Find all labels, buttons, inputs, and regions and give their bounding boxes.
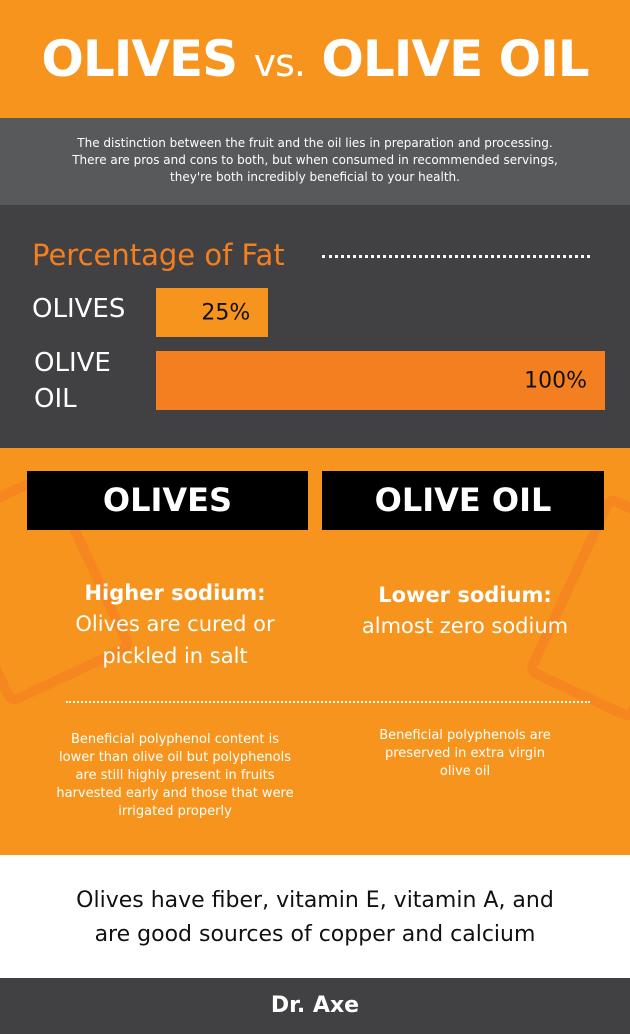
title-olive-oil: OLIVE OIL bbox=[321, 30, 589, 88]
olives-heading: OLIVES bbox=[27, 471, 308, 530]
fat-chart: Percentage of Fat OLIVES OLIVE OIL 25% 1… bbox=[0, 205, 630, 448]
sodium-text: pickled in salt bbox=[102, 644, 248, 668]
text-line: Olives have fiber, vitamin E, vitamin A,… bbox=[76, 888, 554, 913]
footer: Dr. Axe bbox=[0, 978, 630, 1024]
chart-title: Percentage of Fat bbox=[32, 238, 285, 272]
olives-polyphenols: Beneficial polyphenol content is lower t… bbox=[30, 731, 320, 821]
sodium-heading: Higher sodium: bbox=[84, 581, 266, 605]
title-vs: vs. bbox=[253, 41, 306, 85]
text-line: lower than olive oil but polyphenols bbox=[59, 750, 291, 765]
divider-dots bbox=[66, 701, 590, 703]
comparison-section: OLIVES OLIVE OIL Higher sodium: Olives a… bbox=[0, 448, 630, 855]
data-label-olives: 25% bbox=[201, 300, 251, 325]
intro-line: There are pros and cons to both, but whe… bbox=[72, 153, 558, 167]
sodium-heading: Lower sodium: bbox=[378, 583, 552, 607]
text-line: preserved in extra virgin bbox=[384, 746, 545, 761]
text-line: harvested early and those that were bbox=[56, 786, 294, 801]
nutrition-note: Olives have fiber, vitamin E, vitamin A,… bbox=[0, 855, 630, 978]
olives-sodium: Higher sodium: Olives are cured or pickl… bbox=[30, 578, 320, 672]
bar-olive-oil: 100% bbox=[156, 351, 605, 410]
text-line: Beneficial polyphenols are bbox=[379, 728, 551, 743]
label-line: OIL bbox=[34, 384, 77, 414]
olive-oil-sodium: Lower sodium: almost zero sodium bbox=[320, 580, 610, 642]
text-line: olive oil bbox=[439, 764, 491, 779]
data-label-olive-oil: 100% bbox=[524, 368, 587, 393]
page-title: OLIVES vs. OLIVE OIL bbox=[0, 0, 630, 122]
olive-oil-polyphenols: Beneficial polyphenols are preserved in … bbox=[320, 727, 610, 781]
bar-olives: 25% bbox=[156, 288, 269, 337]
intro-line: they're both incredibly beneficial to yo… bbox=[170, 170, 460, 184]
divider-dots bbox=[322, 255, 590, 258]
olive-oil-heading: OLIVE OIL bbox=[322, 471, 604, 530]
intro-line: The distinction between the fruit and th… bbox=[77, 136, 553, 150]
title-olives: OLIVES bbox=[41, 30, 238, 88]
text-line: are still highly present in fruits bbox=[75, 768, 275, 783]
header: OLIVES vs. OLIVE OIL bbox=[0, 0, 630, 118]
label-line: OLIVE bbox=[34, 348, 111, 378]
text-line: are good sources of copper and calcium bbox=[94, 922, 536, 947]
category-label-olives: OLIVES bbox=[32, 294, 126, 324]
text-line: irrigated properly bbox=[118, 804, 232, 819]
brand-logo: Dr. Axe bbox=[270, 993, 360, 1018]
sodium-text: Olives are cured or bbox=[75, 612, 275, 636]
text-line: Beneficial polyphenol content is bbox=[70, 732, 280, 747]
sodium-text: almost zero sodium bbox=[361, 614, 569, 638]
category-label-olive-oil: OLIVE OIL bbox=[34, 345, 111, 417]
intro: The distinction between the fruit and th… bbox=[0, 118, 630, 205]
